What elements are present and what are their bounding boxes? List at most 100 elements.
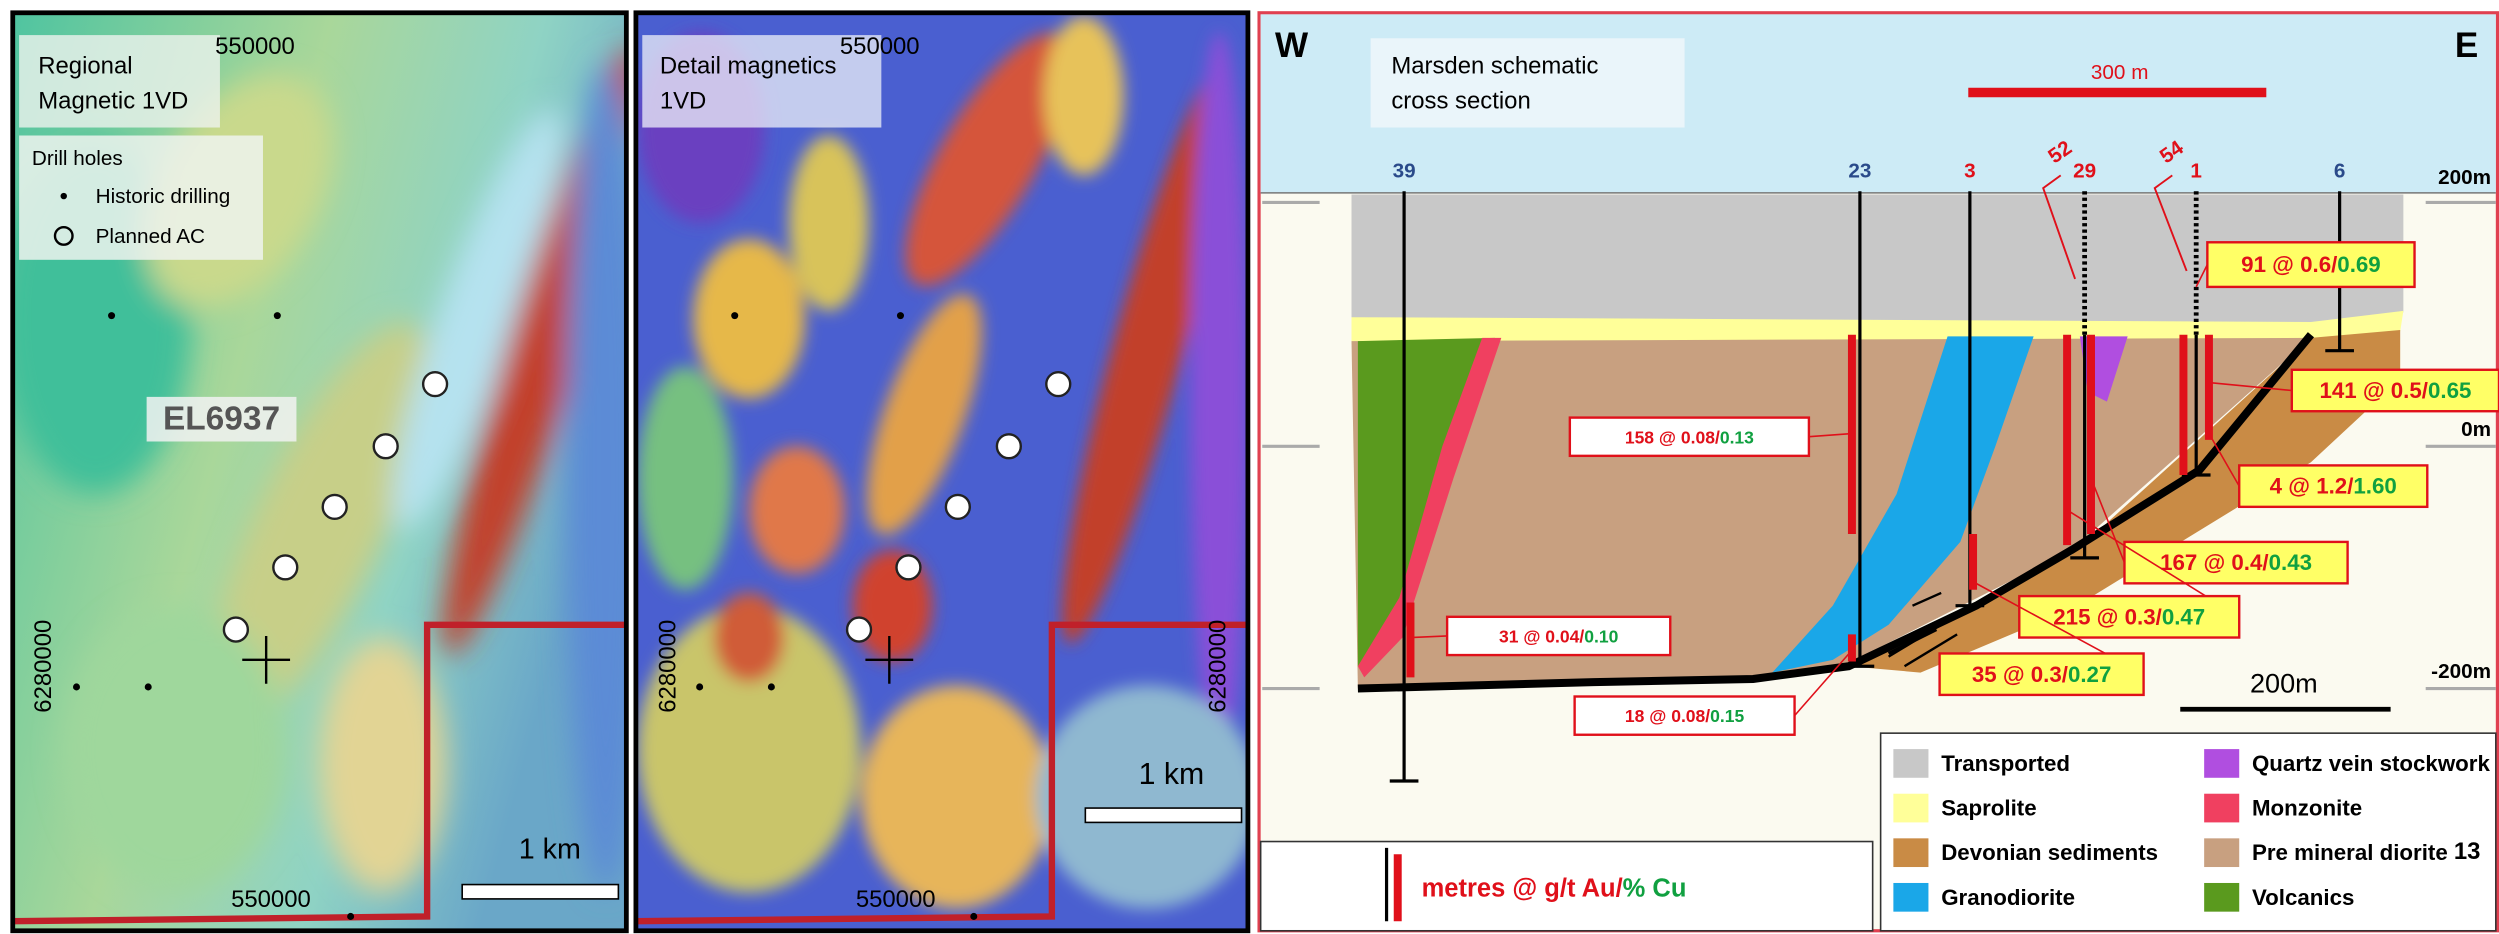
historic-hole xyxy=(896,312,904,320)
intercept-au: 18 @ 0.08/ xyxy=(1625,706,1710,726)
scale-label: 300 m xyxy=(2091,61,2149,84)
planned-hole xyxy=(421,370,449,398)
planned-hole xyxy=(222,616,250,643)
section-title: cross section xyxy=(1391,87,1530,114)
legend-title: Drill holes xyxy=(32,147,123,170)
intercept-label: 158 @ 0.08/0.13 xyxy=(1625,427,1754,447)
elevation-label: -200m xyxy=(2431,660,2491,683)
northing-label: 6280000 xyxy=(655,620,682,713)
historic-hole xyxy=(72,683,81,691)
intercept-au: 4 @ 1.2/ xyxy=(2270,474,2354,499)
intercept-cu: 0.13 xyxy=(1720,427,1754,447)
historic-hole xyxy=(144,683,152,691)
intercept-label: 35 @ 0.3/0.27 xyxy=(1972,662,2112,687)
elevation-label: 0m xyxy=(2461,418,2491,441)
intercept-au: 215 @ 0.3/ xyxy=(2053,604,2162,629)
planned-hole xyxy=(372,433,399,460)
intercept-cu: 0.65 xyxy=(2428,378,2471,403)
planned-hole xyxy=(1045,370,1072,398)
intercept-cu: 0.15 xyxy=(1710,706,1744,726)
hole-label: 1 xyxy=(2190,160,2202,183)
intercept-label: 167 @ 0.4/0.43 xyxy=(2160,550,2312,575)
inclined-leader xyxy=(2153,174,2188,272)
intercept-au: 158 @ 0.08/ xyxy=(1625,427,1720,447)
detail-map xyxy=(635,12,1248,931)
legend-label: Saprolite xyxy=(1941,796,2036,821)
intercept-box xyxy=(2206,241,2416,289)
planned-hole xyxy=(944,493,971,520)
easting-label: 550000 xyxy=(856,886,936,913)
legend-symbol xyxy=(53,225,74,246)
legend-swatch xyxy=(2204,793,2240,823)
intercept-leader xyxy=(2208,433,2240,487)
legend-label: Volcanics xyxy=(2252,885,2354,910)
scale-bar xyxy=(461,883,620,900)
legend-box xyxy=(19,135,263,260)
historic-hole xyxy=(108,312,116,320)
planned-hole xyxy=(895,554,922,581)
hole-label: 29 xyxy=(2073,160,2096,183)
intercept-leader xyxy=(1410,635,1448,639)
historic-hole xyxy=(731,312,739,320)
legend-symbol xyxy=(60,192,67,200)
drill-holes xyxy=(72,312,1072,920)
scale-label: 1 km xyxy=(1139,758,1205,791)
intercept-leader xyxy=(2208,381,2292,392)
legend-swatch xyxy=(1893,882,1929,912)
intercept-leader xyxy=(2195,264,2209,288)
map-frame xyxy=(10,10,629,934)
easting-label: 550000 xyxy=(840,33,920,60)
legend-label: Transported xyxy=(1941,751,2070,776)
section-annotations: W E Marsden schematic cross section 300 … xyxy=(1275,26,2499,912)
northing-label: 6280000 xyxy=(1205,620,1232,713)
intercept-leader xyxy=(1808,432,1852,438)
intercept-box xyxy=(1938,652,2145,697)
map-title: 1VD xyxy=(660,87,706,114)
intercept-au: 167 @ 0.4/ xyxy=(2160,550,2269,575)
legend-swatch xyxy=(1893,749,1929,778)
inclined-leader xyxy=(2042,174,2076,280)
scale-bar xyxy=(1084,807,1243,824)
map-frame xyxy=(633,10,1251,934)
intercept-box xyxy=(1445,615,1672,657)
key-cu: % Cu xyxy=(1623,874,1687,902)
easting-label: 550000 xyxy=(215,33,295,60)
intercept-label: 31 @ 0.04/0.10 xyxy=(1499,626,1619,646)
legend-item: Historic drilling xyxy=(96,185,231,208)
scale-label: 1 km xyxy=(519,834,581,866)
intercept-label: 91 @ 0.6/0.69 xyxy=(2241,252,2381,277)
cross xyxy=(242,635,291,684)
intercept-cu: 0.43 xyxy=(2269,550,2312,575)
intercept-au: 31 @ 0.04/ xyxy=(1499,626,1584,646)
historic-hole xyxy=(767,683,775,691)
scale-label: 200m xyxy=(2250,668,2318,699)
legend-swatch xyxy=(2204,882,2240,912)
intercept-leader xyxy=(2090,477,2126,563)
intercept-label: 141 @ 0.5/0.65 xyxy=(2319,378,2471,403)
map-title: Magnetic 1VD xyxy=(38,87,188,114)
key-au: metres @ g/t Au/ xyxy=(1422,874,1623,902)
intercept-box xyxy=(2018,594,2241,639)
intercept-au: 141 @ 0.5/ xyxy=(2319,378,2428,403)
historic-hole xyxy=(696,683,704,691)
intercept-cu: 0.69 xyxy=(2337,252,2380,277)
title-box xyxy=(642,35,882,128)
section-title: Marsden schematic xyxy=(1391,52,1598,79)
intercept-cu: 0.10 xyxy=(1584,626,1618,646)
hole-label: 39 xyxy=(1393,160,1416,183)
legend-label: Monzonite xyxy=(2252,796,2362,821)
historic-hole xyxy=(347,912,355,920)
hole-label: 23 xyxy=(1848,160,1871,183)
intercept-label: 215 @ 0.3/0.47 xyxy=(2053,604,2205,629)
intercept-box xyxy=(1568,416,1811,458)
map-title: Detail magnetics xyxy=(660,52,837,79)
intercept-au: 91 @ 0.6/ xyxy=(2241,252,2337,277)
key-label: metres @ g/t Au/% Cu xyxy=(1422,874,1687,902)
intercept-box xyxy=(2238,464,2429,509)
hole-label: 3 xyxy=(1964,160,1976,183)
planned-hole xyxy=(995,433,1022,460)
northing-label: 6280000 xyxy=(30,620,57,713)
legend-swatch xyxy=(1893,793,1929,823)
direction-label: E xyxy=(2455,26,2478,65)
